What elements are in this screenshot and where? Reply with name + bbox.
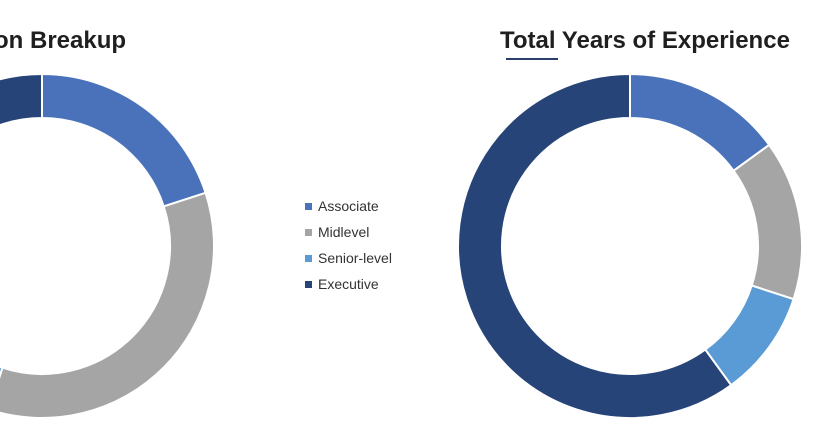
right-donut-slice-midlevel [732,143,803,301]
legend-label-executive: Executive [318,276,379,292]
legend-label-associate: Associate [318,198,379,214]
title-rest: Years of Experience [555,27,790,54]
legend-item-midlevel: Midlevel [305,224,392,240]
left-chart-title: on Breakup [0,27,127,54]
legend-item-associate: Associate [305,198,392,214]
legend-swatch-executive [305,280,312,288]
left-donut-slice-senior-level [0,365,4,379]
right-donut-slice-executive [457,72,733,419]
right-chart-title: Total Years of Experience [500,26,790,60]
chart-legend: Associate Midlevel Senior-level Executiv… [305,198,392,302]
left-donut-slice-midlevel [0,191,215,419]
legend-swatch-senior-level [305,254,312,262]
legend-label-midlevel: Midlevel [318,224,370,240]
right-donut-slice-associate [629,72,771,173]
title-underlined-word: Total [500,27,558,60]
left-donut-slice-executive [0,72,43,127]
legend-item-senior-level: Senior-level [305,250,392,266]
legend-label-senior-level: Senior-level [318,250,392,266]
legend-swatch-associate [305,202,312,210]
legend-item-executive: Executive [305,276,392,292]
legend-swatch-midlevel [305,228,312,236]
